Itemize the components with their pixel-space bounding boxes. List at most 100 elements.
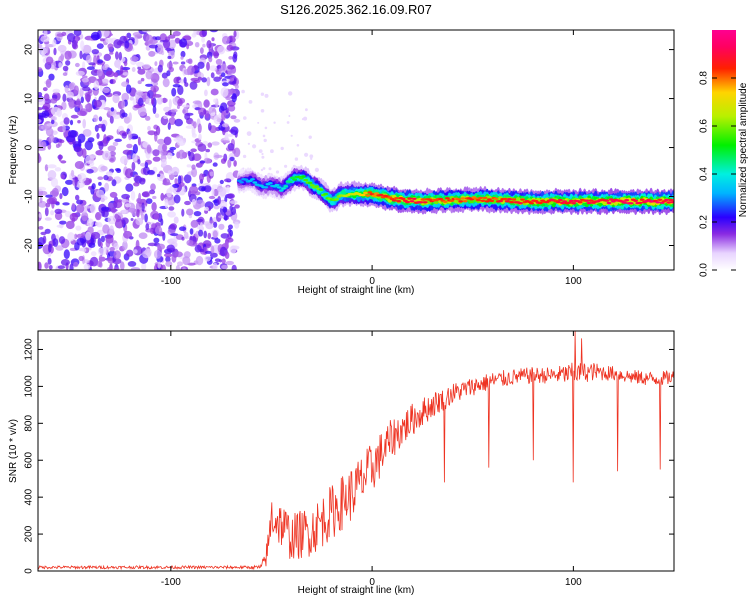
noise-blob xyxy=(62,124,66,133)
noise-blob xyxy=(86,169,94,174)
noise-blob xyxy=(203,109,207,115)
noise-blob xyxy=(76,237,85,246)
tone-track-segment xyxy=(571,202,576,205)
tone-track-segment xyxy=(239,181,244,184)
noise-blob xyxy=(157,261,161,269)
noise-blob xyxy=(98,141,104,151)
noise-blob xyxy=(164,111,173,116)
noise-blob xyxy=(157,44,164,55)
colorbar-tick-label: 0.8 xyxy=(699,71,710,85)
tone-track-segment xyxy=(422,201,428,204)
noise-blob xyxy=(183,174,192,184)
noise-blob xyxy=(40,35,50,43)
noise-blob xyxy=(220,63,227,73)
tone-track-segment xyxy=(584,199,590,202)
tone-track-segment xyxy=(577,201,583,204)
noise-blob xyxy=(38,213,42,218)
noise-blob xyxy=(227,143,235,151)
tone-track-segment xyxy=(469,198,475,201)
noise-blob xyxy=(228,224,233,230)
tone-track-segment xyxy=(529,202,534,205)
tone-track-segment xyxy=(276,186,282,189)
spectrogram-y-label: Frequency (Hz) xyxy=(8,116,19,185)
noise-blob xyxy=(132,98,137,106)
noise-blob xyxy=(225,96,232,101)
tone-track-segment xyxy=(394,197,399,200)
noise-blob xyxy=(70,169,75,177)
y-tick-label: 200 xyxy=(24,525,35,542)
noise-blob xyxy=(45,44,49,54)
noise-blob xyxy=(224,251,230,259)
noise-blob xyxy=(213,76,221,82)
tone-track-segment xyxy=(409,200,415,203)
noise-blob xyxy=(117,199,122,203)
tone-track-segment xyxy=(655,201,661,204)
y-tick-label: 0 xyxy=(24,568,35,574)
noise-blob xyxy=(231,93,237,103)
noise-blob xyxy=(225,260,234,266)
noise-blob xyxy=(75,180,85,189)
noise-blob xyxy=(91,49,100,55)
noise-blob xyxy=(173,216,179,224)
noise-blob xyxy=(215,58,223,66)
noise-blob xyxy=(124,40,130,49)
noise-blob xyxy=(213,188,219,197)
noise-blob xyxy=(59,193,63,200)
noise-blob xyxy=(177,140,186,146)
noise-blob xyxy=(227,64,236,70)
noise-blob xyxy=(229,76,234,82)
noise-blob xyxy=(197,61,205,69)
tone-track-segment xyxy=(557,198,563,202)
noise-dot xyxy=(292,164,296,168)
noise-blob xyxy=(61,31,67,37)
noise-blob xyxy=(39,196,43,204)
noise-blob xyxy=(204,206,209,211)
noise-blob xyxy=(102,78,109,85)
noise-blob xyxy=(201,77,207,83)
noise-blob xyxy=(210,72,215,79)
tone-track-segment xyxy=(407,197,413,200)
noise-blob xyxy=(208,56,213,63)
noise-dot xyxy=(242,167,245,170)
noise-blob xyxy=(129,96,134,101)
noise-blob xyxy=(62,93,67,103)
noise-blob xyxy=(164,198,169,209)
tone-track-segment xyxy=(360,193,366,197)
noise-blob xyxy=(87,137,95,143)
noise-blob xyxy=(233,147,241,158)
noise-blob xyxy=(224,131,229,140)
noise-blob xyxy=(218,223,225,230)
noise-blob xyxy=(114,138,122,142)
noise-blob xyxy=(59,220,67,225)
noise-blob xyxy=(54,167,62,172)
noise-blob xyxy=(62,65,69,72)
noise-blob xyxy=(38,112,47,118)
noise-blob xyxy=(105,38,114,44)
tone-track-segment xyxy=(301,175,306,178)
noise-blob xyxy=(122,72,129,76)
colorbar-label: Normalized spectral amplitude xyxy=(738,82,749,217)
noise-blob xyxy=(203,230,207,239)
noise-blob xyxy=(107,215,117,225)
noise-blob xyxy=(153,237,160,244)
noise-blob xyxy=(221,123,229,128)
noise-blob xyxy=(121,132,127,139)
tone-track-segment xyxy=(283,185,289,188)
noise-blob xyxy=(38,261,42,270)
noise-blob xyxy=(64,85,69,94)
tone-track-segment xyxy=(538,201,543,205)
noise-blob xyxy=(136,208,140,218)
tone-track-segment xyxy=(250,178,255,181)
noise-blob xyxy=(209,65,217,72)
noise-blob xyxy=(90,31,100,41)
noise-blob xyxy=(118,51,123,61)
noise-blob xyxy=(121,99,126,109)
spectrogram-frame xyxy=(37,29,675,271)
noise-blob xyxy=(174,251,183,258)
noise-blob xyxy=(226,186,230,194)
noise-blob xyxy=(120,261,125,270)
noise-blob xyxy=(198,133,202,141)
noise-blob xyxy=(68,99,75,109)
noise-blob xyxy=(154,113,160,118)
noise-blob xyxy=(56,108,62,118)
